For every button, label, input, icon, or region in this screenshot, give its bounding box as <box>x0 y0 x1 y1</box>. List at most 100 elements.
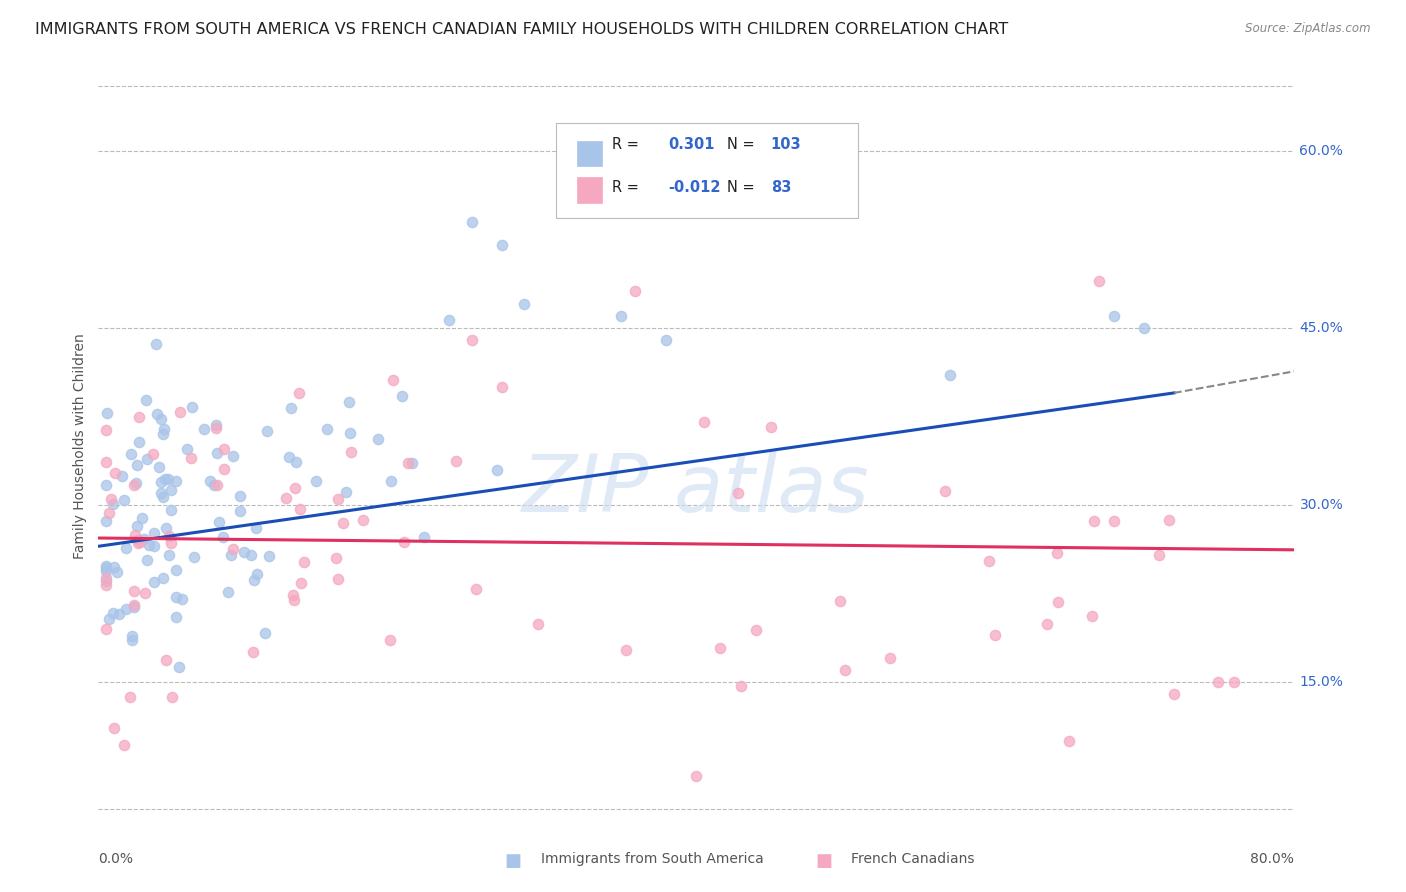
Point <box>222 449 245 463</box>
Point <box>378 633 401 648</box>
Point <box>169 660 191 674</box>
Text: ZIP atlas: ZIP atlas <box>522 450 870 529</box>
Text: ■: ■ <box>815 852 832 870</box>
Point <box>1080 608 1102 623</box>
Point <box>142 448 165 462</box>
Point <box>152 490 174 504</box>
Point <box>1045 546 1067 560</box>
Point <box>217 585 239 599</box>
Point <box>326 573 349 587</box>
Point <box>112 493 135 508</box>
Point <box>94 578 117 592</box>
Point <box>391 389 413 403</box>
Point <box>761 419 783 434</box>
Point <box>367 432 389 446</box>
Point <box>120 447 142 461</box>
Point <box>143 539 166 553</box>
Point <box>256 424 278 438</box>
Point <box>243 573 266 587</box>
Point <box>165 590 187 604</box>
Point <box>176 442 198 456</box>
Point <box>326 491 349 506</box>
Point <box>1163 687 1185 701</box>
Point <box>352 513 374 527</box>
Point <box>229 504 252 518</box>
Point <box>138 538 160 552</box>
Point <box>152 571 174 585</box>
Point <box>1223 675 1246 690</box>
Point <box>165 474 187 488</box>
Point <box>339 444 361 458</box>
Point <box>380 474 402 488</box>
Point <box>100 491 122 506</box>
Point <box>94 622 117 636</box>
Point <box>396 456 419 470</box>
Point <box>98 506 121 520</box>
Point <box>97 612 120 626</box>
Point <box>153 422 176 436</box>
Point <box>257 549 280 564</box>
Point <box>134 586 156 600</box>
Point <box>125 458 148 472</box>
Point <box>105 565 128 579</box>
Point <box>103 466 125 480</box>
Point <box>150 486 173 500</box>
Point <box>121 630 143 644</box>
Point <box>401 456 423 470</box>
Point <box>165 563 187 577</box>
Point <box>181 400 204 414</box>
Point <box>207 515 229 529</box>
Point <box>162 690 184 705</box>
Point <box>160 535 183 549</box>
Point <box>229 489 252 503</box>
Text: 0.0%: 0.0% <box>98 852 134 866</box>
Point <box>112 738 135 752</box>
Point <box>246 567 269 582</box>
Point <box>1059 734 1081 748</box>
Point <box>222 542 245 557</box>
Point <box>200 475 222 489</box>
Point <box>339 426 361 441</box>
Point <box>108 607 131 622</box>
Point <box>1147 548 1170 562</box>
Point <box>709 640 731 655</box>
Point <box>145 337 167 351</box>
Point <box>1036 617 1059 632</box>
Point <box>939 368 962 383</box>
Point <box>685 769 707 783</box>
Point <box>394 535 416 549</box>
Text: -0.012: -0.012 <box>668 180 720 195</box>
Point <box>124 528 146 542</box>
Point <box>745 623 768 637</box>
Point <box>446 453 468 467</box>
Point <box>127 536 149 550</box>
Point <box>207 446 229 460</box>
Point <box>115 602 138 616</box>
Point <box>205 421 228 435</box>
Point <box>325 550 347 565</box>
Text: Source: ZipAtlas.com: Source: ZipAtlas.com <box>1246 22 1371 36</box>
Text: 103: 103 <box>770 137 801 153</box>
Point <box>526 617 548 632</box>
Point <box>977 553 1000 567</box>
Text: 60.0%: 60.0% <box>1299 145 1343 158</box>
Point <box>180 451 202 466</box>
Point <box>274 491 297 505</box>
Text: R =: R = <box>612 137 638 153</box>
Point <box>152 426 174 441</box>
Point <box>155 521 177 535</box>
Point <box>125 476 148 491</box>
Point <box>96 574 118 588</box>
Point <box>145 407 167 421</box>
Point <box>332 516 354 530</box>
Point <box>245 521 267 535</box>
Point <box>94 561 117 575</box>
Point <box>1157 513 1180 527</box>
Point <box>149 475 172 490</box>
Text: 0.301: 0.301 <box>668 137 714 153</box>
Point <box>727 485 749 500</box>
Point <box>114 541 136 555</box>
Point <box>337 395 360 409</box>
Point <box>465 582 488 596</box>
Text: 45.0%: 45.0% <box>1299 321 1343 335</box>
